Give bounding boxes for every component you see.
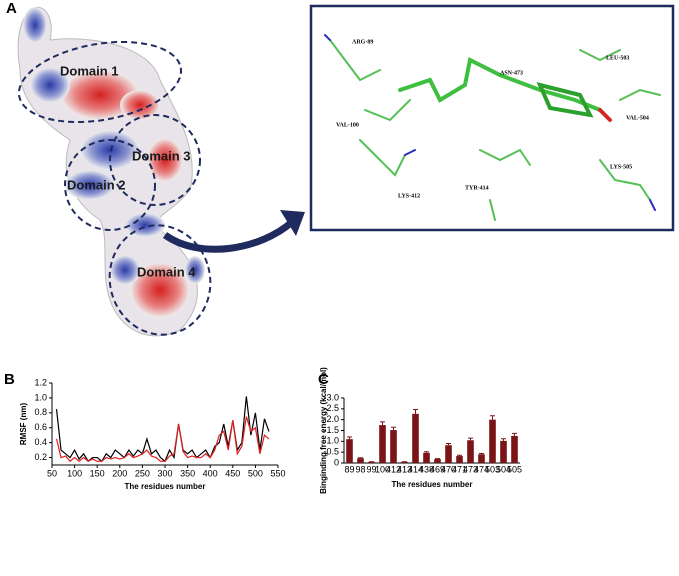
bar xyxy=(511,435,518,463)
domain-outlines xyxy=(17,40,212,336)
bar xyxy=(379,425,386,463)
x-tick-label: 504 xyxy=(496,464,511,474)
y-tick-label: -2.5 xyxy=(323,403,339,413)
x-tick-label: 474 xyxy=(474,464,489,474)
error-bar xyxy=(490,415,495,420)
x-axis-label: The residues number xyxy=(392,480,473,489)
panel-label: B xyxy=(4,371,15,388)
protein-surface xyxy=(17,7,205,337)
x-tick-label: 150 xyxy=(90,468,105,478)
x-tick-label: 99 xyxy=(366,464,376,474)
y-tick-label: 0.8 xyxy=(34,407,47,417)
x-tick-label: 412 xyxy=(386,464,401,474)
residue-label: ASN-473 xyxy=(500,70,523,76)
line-series xyxy=(55,416,270,463)
x-tick-label: 414 xyxy=(408,464,423,474)
x-tick-label: 50 xyxy=(47,468,57,478)
error-bar xyxy=(424,451,429,453)
error-bar xyxy=(446,443,451,446)
x-tick-label: 550 xyxy=(270,468,285,478)
x-tick-label: 400 xyxy=(203,468,218,478)
residue-label: LYS-505 xyxy=(610,164,632,170)
x-tick-label: 473 xyxy=(463,464,478,474)
error-bar xyxy=(479,452,484,455)
y-tick-label: -3.0 xyxy=(323,392,339,402)
x-tick-label: 438 xyxy=(419,464,434,474)
domain-label: Domain 3 xyxy=(132,148,191,163)
bar xyxy=(500,440,507,463)
domain-label: Domain 1 xyxy=(60,63,119,78)
bar xyxy=(456,456,463,463)
x-tick-label: 470 xyxy=(441,464,456,474)
arrow xyxy=(162,219,295,253)
x-tick-label: 503 xyxy=(485,464,500,474)
bar xyxy=(390,430,397,463)
x-tick-label: 89 xyxy=(344,464,354,474)
x-tick-label: 471 xyxy=(452,464,467,474)
x-tick-label: 250 xyxy=(135,468,150,478)
ligand xyxy=(324,34,661,221)
residue-label: LEU-503 xyxy=(606,55,629,61)
y-tick-label: 1.0 xyxy=(34,392,47,402)
inset-box xyxy=(309,4,675,232)
error-bar xyxy=(512,432,517,436)
y-tick-label: 0 xyxy=(334,457,339,467)
x-tick-label: 450 xyxy=(225,468,240,478)
bar xyxy=(489,419,496,463)
bar xyxy=(423,452,430,463)
error-bar xyxy=(413,408,418,414)
bar xyxy=(401,461,408,463)
x-tick-label: 300 xyxy=(157,468,172,478)
y-tick-label: 0.4 xyxy=(34,437,47,447)
bar xyxy=(434,459,441,463)
y-tick-label: -0.5 xyxy=(323,447,339,457)
x-axis-label: The residues number xyxy=(125,482,206,491)
residue-label: VAL-504 xyxy=(626,115,649,121)
bar xyxy=(445,445,452,463)
residue-label: LYS-412 xyxy=(398,193,420,199)
y-axis-label: Binginding free energy (kcal/mol) xyxy=(319,367,328,494)
x-tick-label: 469 xyxy=(430,464,445,474)
bar xyxy=(467,440,474,463)
y-axis-label: RMSF (nm) xyxy=(19,403,28,446)
panel-label: A xyxy=(6,0,17,17)
y-tick-label: 0.2 xyxy=(34,452,47,462)
error-bar xyxy=(457,454,462,457)
y-tick-label: 1.2 xyxy=(34,377,47,387)
x-tick-label: 200 xyxy=(112,468,127,478)
error-bar xyxy=(391,426,396,431)
error-bar xyxy=(380,421,385,426)
arrow-head xyxy=(280,210,305,236)
residue-label: TYR-414 xyxy=(465,185,489,191)
bar xyxy=(478,454,485,463)
bar xyxy=(357,458,364,463)
y-tick-label: -1.0 xyxy=(323,436,339,446)
y-tick-label: -1.5 xyxy=(323,425,339,435)
bar xyxy=(368,461,375,463)
bar xyxy=(346,439,353,463)
domain-label: Domain 2 xyxy=(67,177,126,192)
x-tick-label: 100 xyxy=(67,468,82,478)
x-tick-label: 505 xyxy=(507,464,522,474)
error-bar xyxy=(468,437,473,441)
residue-label: ARG-89 xyxy=(352,39,373,45)
residue-label: VAL-100 xyxy=(336,122,359,128)
x-tick-label: 500 xyxy=(248,468,263,478)
y-tick-label: -2.0 xyxy=(323,414,339,424)
panel-label: C xyxy=(318,371,329,388)
x-tick-label: 98 xyxy=(355,464,365,474)
x-tick-label: 350 xyxy=(180,468,195,478)
x-tick-label: 413 xyxy=(397,464,412,474)
bar xyxy=(412,413,419,463)
y-tick-label: 0.6 xyxy=(34,422,47,432)
error-bar xyxy=(501,438,506,441)
error-bar xyxy=(347,436,352,440)
domain-label: Domain 4 xyxy=(137,264,196,279)
x-tick-label: 100 xyxy=(375,464,390,474)
